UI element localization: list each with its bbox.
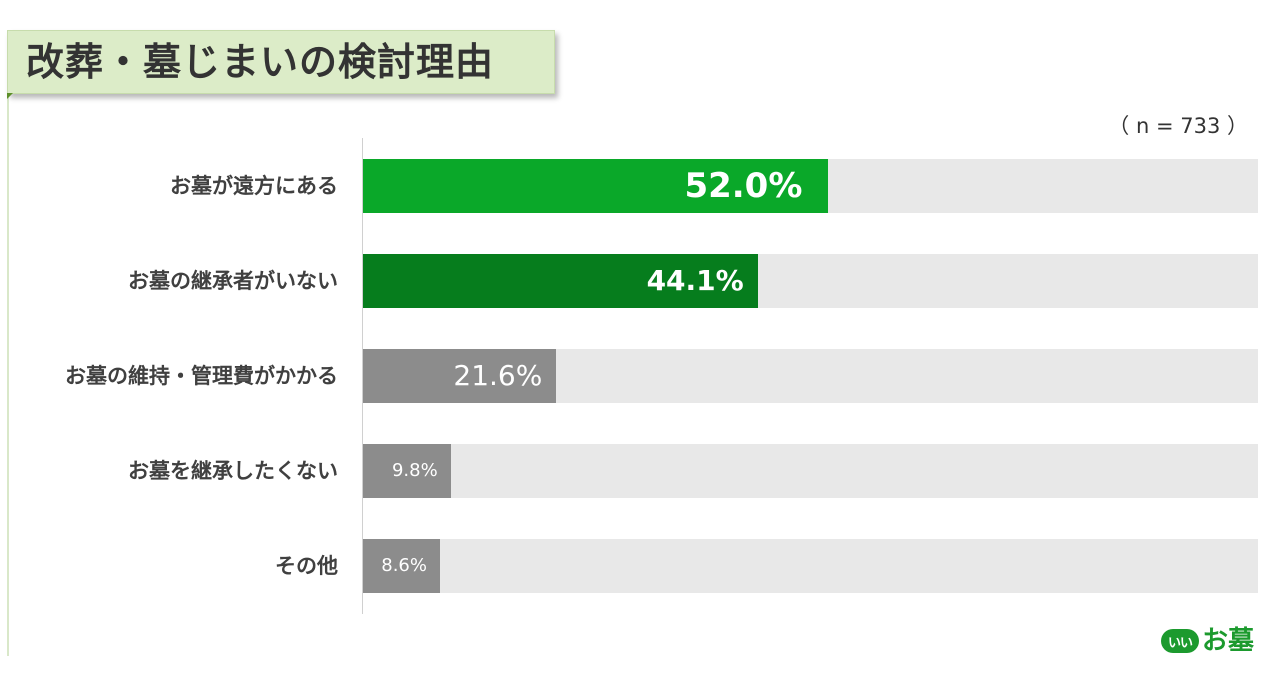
title-corner-accent: [7, 93, 13, 99]
category-label: その他: [275, 554, 338, 578]
bar: [363, 254, 758, 308]
category-label: お墓が遠方にある: [170, 174, 338, 198]
brand-logo: いい お墓: [1160, 626, 1254, 656]
category-label: お墓の維持・管理費がかかる: [65, 364, 338, 388]
data-label: 9.8%: [391, 460, 438, 481]
bar-track: [363, 539, 1258, 593]
title-banner: [7, 30, 555, 94]
data-label: 21.6%: [453, 359, 543, 392]
bar: [363, 349, 557, 403]
bar: [363, 539, 440, 593]
data-label: 52.0%: [684, 166, 803, 206]
data-label: 8.6%: [381, 555, 427, 576]
category-label: お墓の継承者がいない: [128, 269, 338, 293]
category-label: お墓を継承したくない: [128, 459, 338, 483]
bar-track: [363, 444, 1258, 498]
data-label: 44.1%: [646, 264, 744, 297]
logo-badge: いい: [1160, 629, 1199, 653]
sample-size-note: （ n = 733 ）: [1108, 114, 1248, 138]
chart-title: 改葬・墓じまいの検討理由: [26, 40, 495, 84]
bar: [363, 444, 451, 498]
logo-text: お墓: [1201, 626, 1254, 656]
bar: [363, 159, 829, 213]
left-decoration-line: [7, 96, 9, 656]
category-axis-line: [362, 138, 363, 614]
